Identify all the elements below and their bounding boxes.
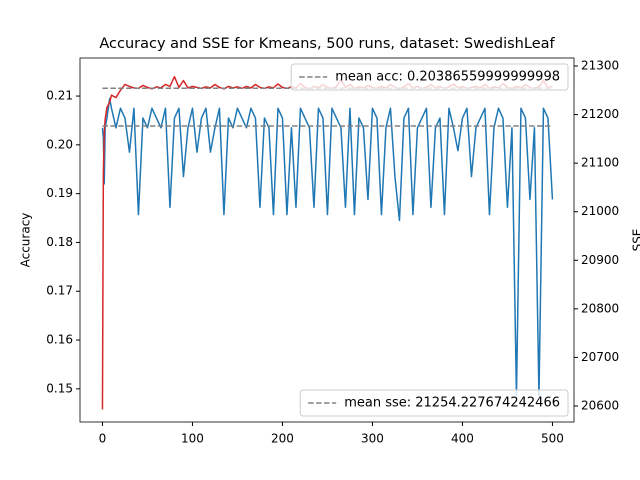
plot-frame [79,57,575,423]
x-tick-label: 0 [99,432,107,446]
y2-tick-label: 21000 [581,204,619,218]
x-tick-label: 500 [541,432,564,446]
y-tick-label: 0.16 [46,333,73,347]
legend: mean acc: 0.20386559999999998 [290,63,569,91]
y-axis-label: Accuracy [19,213,33,268]
y2-tick-label: 20600 [581,398,619,412]
x-tick-label: 400 [451,432,474,446]
data-line [101,97,554,397]
y-tick-label: 0.19 [46,186,73,200]
y-tick-label: 0.18 [46,235,73,249]
legend-box [290,63,569,91]
chart-title: Accuracy and SSE for Kmeans, 500 runs, d… [99,36,555,52]
y-tick-label: 0.20 [46,137,73,151]
x-tick-label: 100 [181,432,204,446]
x-tick-label: 200 [271,432,294,446]
legend-label: mean sse: 21254.227674242466 [344,396,560,411]
y-tick-label: 0.17 [46,284,73,298]
legend: mean sse: 21254.227674242466 [299,389,569,417]
y-tick-label: 0.15 [46,381,73,395]
y2-tick-label: 20700 [581,350,619,364]
y2-tick-label: 21300 [581,59,619,73]
y2-axis-label: SSE [631,229,640,252]
legend-box [299,389,569,417]
y2-tick-label: 21100 [581,156,619,170]
y-tick-label: 0.21 [46,89,73,103]
y2-tick-label: 20800 [581,301,619,315]
y2-tick-label: 20900 [581,253,619,267]
legend-label: mean acc: 0.20386559999999998 [335,70,560,85]
x-tick-label: 300 [361,432,384,446]
y2-tick-label: 21200 [581,107,619,121]
